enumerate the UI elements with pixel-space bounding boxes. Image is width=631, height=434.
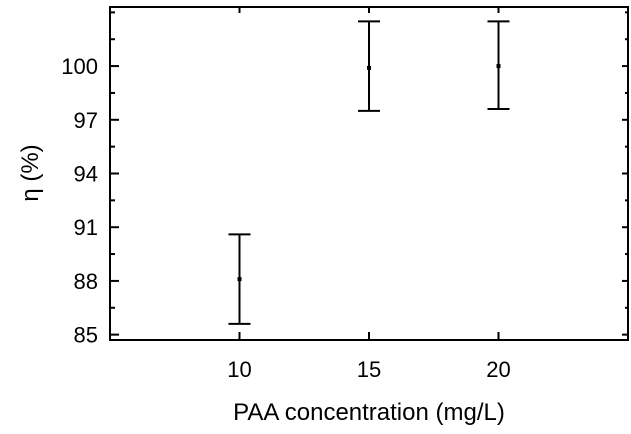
chart-ticks: 85 88 91 94 97 100 10 15 20 [61, 7, 628, 382]
y-tick-label: 91 [74, 215, 98, 240]
y-tick-label: 97 [74, 108, 98, 133]
y-tick-label: 94 [74, 162, 98, 187]
x-axis-title: PAA concentration (mg/L) [233, 399, 505, 426]
error-bar [358, 20, 380, 112]
x-tick-label: 10 [227, 357, 251, 382]
x-tick-label: 20 [486, 357, 510, 382]
chart-marks [228, 20, 510, 325]
error-bar [228, 233, 251, 325]
data-point [237, 277, 242, 282]
y-tick-label: 100 [61, 54, 98, 79]
y-tick-label: 85 [74, 323, 98, 348]
error-bar [487, 20, 510, 111]
y-axis-title: η (%) [17, 144, 44, 201]
data-point [496, 64, 501, 69]
data-point [367, 65, 371, 70]
x-tick-label: 15 [357, 357, 381, 382]
y-tick-label: 88 [74, 269, 98, 294]
